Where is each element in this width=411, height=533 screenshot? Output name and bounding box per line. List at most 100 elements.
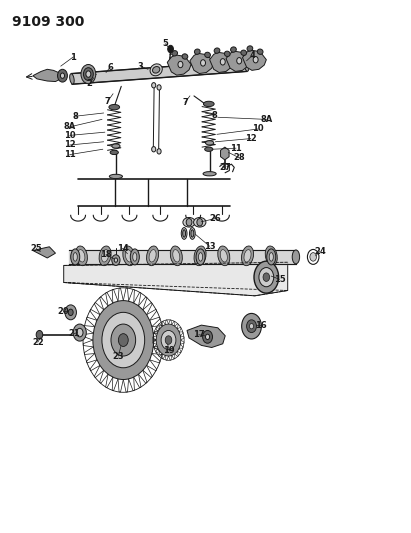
Text: 14: 14 [117,244,128,253]
Polygon shape [167,55,191,75]
Ellipse shape [172,51,178,56]
Text: 11: 11 [64,150,76,159]
Text: 16: 16 [255,321,266,329]
Circle shape [197,219,203,226]
Ellipse shape [241,50,247,55]
Polygon shape [33,69,64,82]
Text: 5: 5 [162,39,168,48]
Text: 21: 21 [68,329,80,338]
Ellipse shape [170,246,182,265]
Circle shape [86,71,91,77]
Text: 8: 8 [73,112,79,120]
Ellipse shape [181,228,187,239]
Circle shape [156,324,181,356]
Ellipse shape [149,249,156,262]
Text: 17: 17 [193,330,205,339]
Ellipse shape [147,246,159,265]
Ellipse shape [133,253,137,261]
Circle shape [168,45,173,53]
Ellipse shape [199,253,203,261]
Circle shape [242,313,261,339]
Ellipse shape [109,104,120,110]
Circle shape [247,320,256,333]
Ellipse shape [102,249,109,262]
Circle shape [178,61,183,68]
Circle shape [165,336,172,344]
Text: 8A: 8A [260,115,272,124]
Circle shape [249,324,254,329]
Circle shape [259,268,274,287]
Circle shape [152,147,156,152]
Ellipse shape [109,174,122,179]
Text: 7: 7 [182,98,188,107]
Polygon shape [226,51,250,71]
Ellipse shape [206,141,214,145]
Polygon shape [33,247,55,258]
Ellipse shape [265,246,277,265]
Circle shape [152,83,156,88]
Text: 24: 24 [314,247,326,256]
Circle shape [65,305,76,320]
Text: 26: 26 [210,214,221,223]
Circle shape [161,330,176,350]
Text: 7: 7 [105,97,111,106]
Polygon shape [210,52,233,72]
Circle shape [68,309,73,316]
Ellipse shape [71,249,80,265]
Circle shape [157,85,161,90]
Ellipse shape [194,217,206,227]
Polygon shape [187,325,225,348]
Polygon shape [190,53,214,74]
Polygon shape [72,61,247,84]
Ellipse shape [220,249,227,262]
Ellipse shape [205,147,213,151]
Ellipse shape [191,230,194,237]
Ellipse shape [99,246,111,265]
Text: 4: 4 [249,51,255,60]
Circle shape [310,253,316,261]
Circle shape [111,324,136,356]
Text: 11: 11 [230,144,242,152]
Text: 27: 27 [219,163,231,172]
Ellipse shape [173,249,180,262]
Ellipse shape [75,246,88,265]
Text: 18: 18 [100,251,112,259]
Circle shape [237,58,242,64]
Circle shape [76,328,83,337]
Text: 12: 12 [64,141,76,149]
Ellipse shape [245,61,249,71]
Text: 22: 22 [32,338,44,346]
Circle shape [81,64,96,84]
Circle shape [186,219,192,226]
Text: 10: 10 [64,131,76,140]
Text: 23: 23 [113,352,124,360]
Ellipse shape [110,150,118,155]
Ellipse shape [196,249,205,265]
Ellipse shape [112,144,120,148]
Text: 25: 25 [30,244,42,253]
Circle shape [73,324,86,341]
Circle shape [102,312,145,368]
Ellipse shape [78,249,85,262]
Circle shape [203,330,212,343]
Circle shape [253,56,258,63]
Ellipse shape [269,253,273,261]
Ellipse shape [194,246,206,265]
Ellipse shape [130,249,139,265]
Polygon shape [64,262,288,296]
Ellipse shape [267,249,276,265]
Ellipse shape [189,228,195,239]
Circle shape [206,334,210,340]
Text: 15: 15 [274,275,285,284]
Text: 8A: 8A [64,123,76,131]
Text: 8: 8 [212,111,217,119]
Text: 2: 2 [87,79,92,88]
Circle shape [83,68,93,80]
Ellipse shape [231,47,236,52]
Ellipse shape [203,101,214,107]
Ellipse shape [214,48,220,53]
Text: 1: 1 [70,53,76,61]
Ellipse shape [152,67,160,73]
Ellipse shape [224,51,230,56]
Text: 10: 10 [252,125,264,133]
